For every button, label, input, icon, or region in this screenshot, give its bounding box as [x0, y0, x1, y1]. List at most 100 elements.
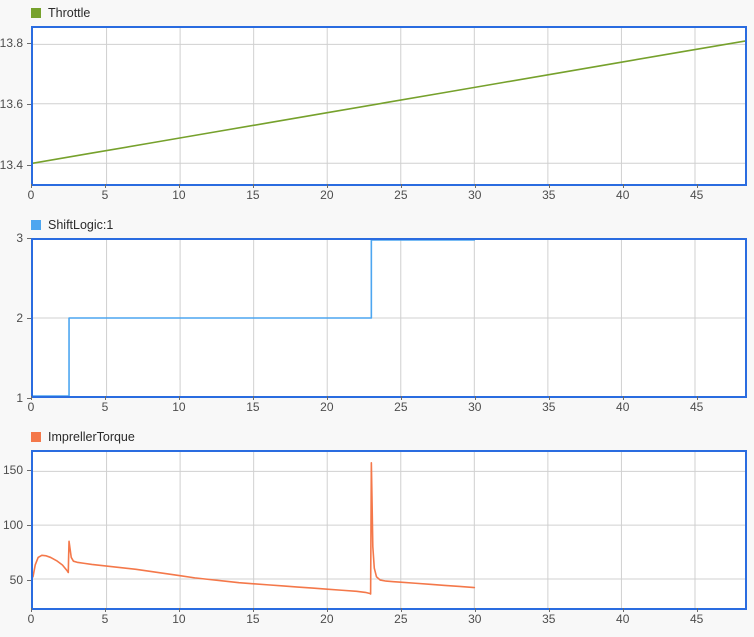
x-tick-label: 35 — [542, 612, 556, 626]
x-tick-mark — [326, 608, 328, 612]
y-tick-label: 13.4 — [0, 157, 23, 172]
y-tick-mark — [27, 318, 31, 319]
x-tick-mark — [548, 396, 550, 400]
x-tick-mark — [400, 396, 402, 400]
imprellertorque-y-axis-labels: 50 100 150 — [0, 450, 28, 610]
series-line — [33, 463, 474, 594]
imprellertorque-x-axis-labels: 0 5 10 15 20 25 30 35 40 45 — [27, 612, 747, 632]
x-tick-label: 25 — [394, 612, 408, 626]
y-tick-mark — [27, 238, 31, 239]
throttle-y-axis-labels: 13.4 13.6 13.8 — [0, 26, 28, 186]
legend-imprellertorque[interactable]: ImprellerTorque — [31, 424, 135, 450]
legend-swatch-imprellertorque — [31, 432, 41, 442]
imprellertorque-plot-area[interactable] — [31, 450, 747, 610]
x-tick-label: 35 — [542, 188, 556, 202]
y-tick-mark — [27, 580, 31, 582]
x-tick-label: 30 — [468, 188, 482, 202]
legend-label-imprellertorque: ImprellerTorque — [48, 429, 135, 444]
y-tick-mark — [27, 103, 31, 105]
x-tick-mark — [178, 396, 180, 400]
legend-label-shiftlogic: ShiftLogic:1 — [48, 217, 114, 232]
x-tick-label: 0 — [27, 400, 35, 414]
x-tick-label: 20 — [320, 400, 334, 414]
x-tick-mark — [400, 184, 402, 188]
x-tick-mark — [548, 184, 550, 188]
shiftlogic-plot-area[interactable] — [31, 238, 747, 398]
legend-swatch-throttle — [31, 8, 41, 18]
x-tick-label: 35 — [542, 400, 556, 414]
x-tick-label: 0 — [27, 188, 35, 202]
y-tick-label: 2 — [16, 311, 23, 325]
x-tick-label: 20 — [320, 612, 334, 626]
throttle-plot-area[interactable] — [31, 26, 747, 186]
x-tick-label: 30 — [468, 612, 482, 626]
x-tick-label: 40 — [616, 612, 630, 626]
shiftlogic-y-axis-labels: 1 2 3 — [0, 231, 28, 405]
shiftlogic-plot-svg — [33, 240, 745, 396]
x-tick-mark — [474, 184, 476, 188]
x-tick-mark — [622, 184, 624, 188]
x-tick-label: 5 — [101, 400, 109, 414]
imprellertorque-panel: ImprellerTorque 50 100 150 0 5 10 15 20 25 30 35 4… — [0, 424, 754, 636]
y-tick-mark — [27, 398, 31, 399]
y-tick-label: 13.8 — [0, 35, 23, 50]
x-tick-label: 15 — [246, 400, 260, 414]
x-tick-label: 40 — [616, 400, 630, 414]
x-tick-mark — [696, 608, 698, 612]
x-tick-mark — [252, 184, 254, 188]
x-tick-mark — [696, 184, 698, 188]
series-line — [33, 41, 745, 163]
shiftlogic-x-axis-labels: 0 5 10 15 20 25 30 35 40 45 — [27, 400, 747, 420]
x-tick-mark — [622, 396, 624, 400]
x-tick-mark — [104, 396, 106, 400]
x-tick-mark — [252, 608, 254, 612]
x-tick-mark — [178, 608, 180, 612]
y-tick-label: 150 — [2, 462, 23, 477]
x-tick-mark — [474, 396, 476, 400]
y-tick-label: 1 — [16, 391, 23, 405]
x-tick-mark — [326, 396, 328, 400]
x-tick-mark — [696, 396, 698, 400]
x-tick-label: 5 — [101, 612, 109, 626]
y-tick-label: 3 — [16, 231, 23, 245]
legend-swatch-shiftlogic — [31, 220, 41, 230]
y-tick-mark — [27, 525, 31, 527]
y-tick-mark — [27, 42, 31, 44]
x-tick-mark — [474, 608, 476, 612]
throttle-panel: Throttle 13.4 13.6 13.8 0 5 10 15 20 25 30 35 40 45 — [0, 0, 754, 212]
x-tick-label: 40 — [616, 188, 630, 202]
y-tick-mark — [27, 469, 31, 471]
x-tick-mark — [400, 608, 402, 612]
x-tick-mark — [31, 608, 32, 612]
x-tick-label: 30 — [468, 400, 482, 414]
x-tick-label: 15 — [246, 612, 260, 626]
y-tick-mark — [27, 164, 31, 166]
x-tick-label: 45 — [690, 400, 704, 414]
legend-label-throttle: Throttle — [48, 5, 91, 20]
x-tick-mark — [104, 184, 106, 188]
x-tick-label: 5 — [101, 188, 109, 202]
y-tick-label: 13.6 — [0, 96, 23, 111]
x-tick-label: 10 — [172, 188, 186, 202]
series-line — [33, 240, 474, 396]
legend-shiftlogic[interactable]: ShiftLogic:1 — [31, 212, 113, 238]
x-tick-label: 15 — [246, 188, 260, 202]
x-tick-label: 45 — [690, 188, 704, 202]
y-tick-label: 100 — [2, 518, 23, 533]
imprellertorque-plot-svg — [33, 452, 745, 608]
throttle-plot-svg — [33, 28, 745, 184]
x-tick-label: 25 — [394, 400, 408, 414]
x-tick-label: 10 — [172, 400, 186, 414]
x-tick-label: 0 — [27, 612, 35, 626]
shiftlogic-panel: ShiftLogic:1 1 2 3 0 5 10 15 20 25 30 35 40 45 — [0, 212, 754, 424]
x-tick-label: 10 — [172, 612, 186, 626]
x-tick-mark — [104, 608, 106, 612]
y-tick-label: 50 — [9, 573, 23, 588]
x-tick-mark — [31, 184, 32, 188]
legend-throttle[interactable]: Throttle — [31, 0, 90, 26]
x-tick-label: 45 — [690, 612, 704, 626]
x-tick-mark — [326, 184, 328, 188]
x-tick-mark — [548, 608, 550, 612]
throttle-x-axis-labels: 0 5 10 15 20 25 30 35 40 45 — [27, 188, 747, 208]
